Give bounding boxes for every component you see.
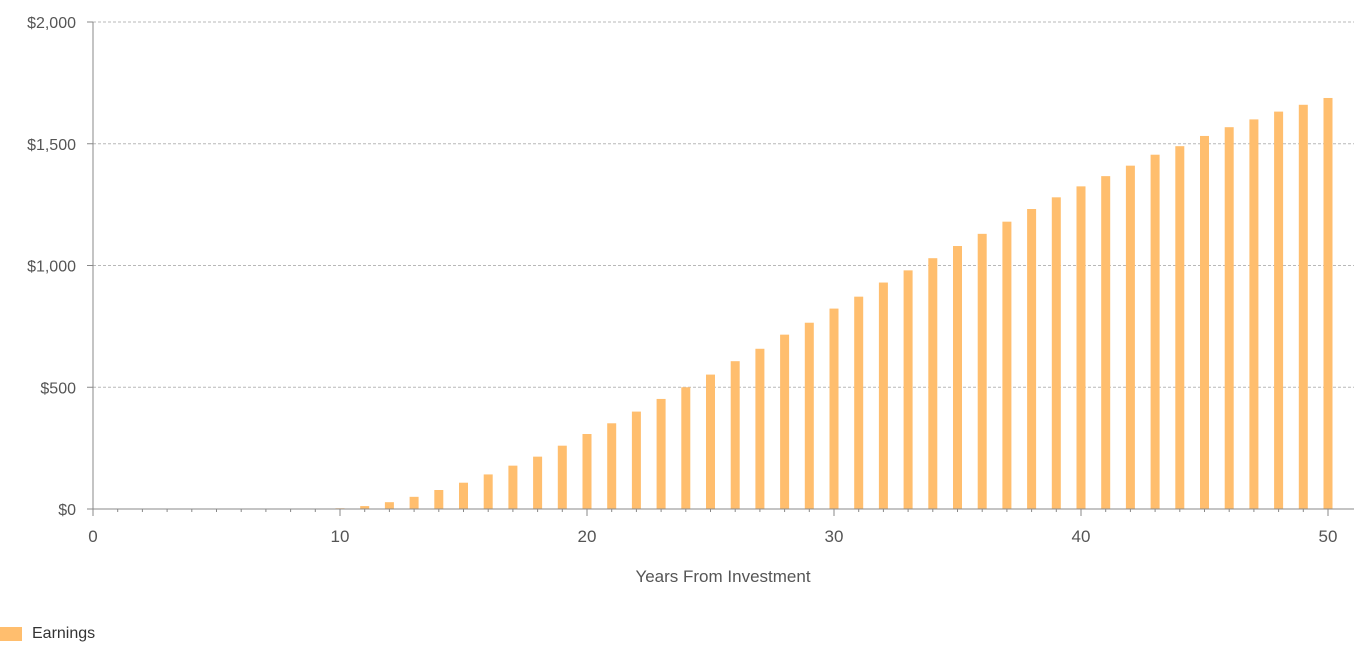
legend: Earnings bbox=[0, 624, 95, 644]
bar-earnings bbox=[533, 456, 543, 509]
bar-earnings bbox=[508, 465, 518, 509]
gridlines bbox=[93, 21, 1354, 388]
bar-earnings bbox=[409, 496, 419, 509]
bar-earnings bbox=[1200, 135, 1209, 509]
bar-earnings bbox=[582, 434, 592, 509]
bar-earnings bbox=[1150, 154, 1160, 509]
bar-earnings bbox=[977, 233, 987, 509]
y-tick-label: $0 bbox=[58, 502, 76, 519]
bar-earnings bbox=[1027, 209, 1037, 509]
bar-earnings bbox=[1298, 104, 1308, 509]
bar-earnings bbox=[878, 282, 888, 509]
bar-earnings bbox=[1323, 97, 1333, 510]
y-tick-label: $1,000 bbox=[27, 259, 76, 276]
bar-earnings bbox=[360, 506, 370, 509]
y-tick-label: $2,000 bbox=[27, 15, 76, 32]
bar-earnings bbox=[1249, 119, 1259, 510]
bar-earnings bbox=[755, 348, 765, 509]
y-tick-label: $1,500 bbox=[27, 137, 76, 154]
x-tick-label: 0 bbox=[88, 527, 97, 546]
x-tick-label: 20 bbox=[578, 527, 597, 546]
bar-earnings bbox=[384, 502, 394, 509]
x-axis-title: Years From Investment bbox=[635, 567, 810, 586]
bar-earnings bbox=[434, 490, 444, 509]
bar-earnings bbox=[829, 308, 839, 509]
bar-earnings bbox=[1125, 165, 1135, 510]
bar-earnings bbox=[557, 445, 567, 509]
bar-earnings bbox=[483, 474, 493, 509]
x-tick-label: 50 bbox=[1319, 527, 1338, 546]
axes bbox=[87, 21, 1354, 516]
bar-earnings bbox=[1076, 186, 1086, 510]
bar-earnings bbox=[631, 411, 641, 509]
tick-labels: $0 $500 $1,000 $1,500 $2,000 0 10 20 30 40 50 bbox=[27, 15, 1337, 546]
bar-earnings bbox=[656, 398, 666, 509]
x-tick-label: 30 bbox=[825, 527, 844, 546]
bar-earnings bbox=[459, 482, 468, 509]
y-tick-label: $500 bbox=[40, 380, 76, 397]
bar-earnings bbox=[854, 296, 864, 509]
bar-earnings bbox=[1224, 127, 1234, 509]
bar-earnings bbox=[1274, 111, 1284, 509]
earnings-bar-chart: $0 $500 $1,000 $1,500 $2,000 0 10 20 30 40 50 Year… bbox=[27, 15, 1354, 586]
x-tick-label: 10 bbox=[331, 527, 350, 546]
bar-earnings bbox=[1175, 146, 1185, 509]
bars bbox=[335, 97, 1333, 510]
bar-earnings bbox=[1002, 221, 1012, 510]
x-tick-label: 40 bbox=[1072, 527, 1091, 546]
bar-earnings bbox=[903, 270, 913, 509]
bar-earnings bbox=[730, 361, 740, 509]
bar-earnings bbox=[607, 423, 617, 509]
bar-earnings bbox=[681, 387, 691, 509]
legend-swatch-earnings bbox=[0, 627, 22, 641]
legend-label-earnings: Earnings bbox=[32, 625, 96, 642]
bar-earnings bbox=[706, 374, 715, 509]
bar-earnings bbox=[1051, 197, 1061, 509]
bar-earnings bbox=[1101, 176, 1111, 509]
bar-earnings bbox=[804, 322, 814, 509]
bar-earnings bbox=[928, 258, 938, 509]
bar-earnings bbox=[953, 246, 962, 509]
bar-earnings bbox=[780, 334, 790, 509]
